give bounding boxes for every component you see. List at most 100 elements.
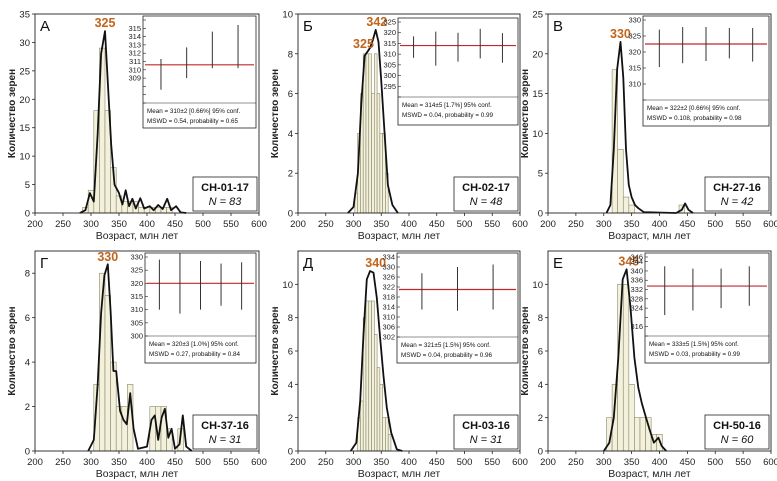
y-tick-label: 5 <box>25 180 30 191</box>
inset-y-tick-label: 310 <box>130 305 143 314</box>
inset-y-tick-label: 316 <box>630 322 643 331</box>
probability-density-curve <box>605 41 694 214</box>
x-tick-label: 200 <box>290 457 306 468</box>
y-axis-title: Количество зерен <box>7 306 18 395</box>
y-tick-label: 0 <box>288 209 293 220</box>
x-tick-label: 350 <box>111 457 127 468</box>
x-tick-label: 550 <box>223 219 239 230</box>
x-tick-label: 200 <box>540 219 556 230</box>
y-tick-label: 35 <box>19 10 30 21</box>
y-tick-label: 6 <box>288 347 293 358</box>
weighted-mean-text: Mean = 322±2 [0.66%] 95% conf. <box>647 105 740 112</box>
y-tick-label: 8 <box>288 49 293 60</box>
histogram-bar <box>360 400 364 452</box>
x-tick-label: 350 <box>624 457 640 468</box>
inset-y-tick-label: 315 <box>128 24 141 33</box>
histogram-bar <box>368 53 372 214</box>
histogram-bar <box>628 384 635 452</box>
x-tick-label: 200 <box>290 219 306 230</box>
sample-id: CH-50-16 <box>713 420 761 432</box>
y-tick-label: 10 <box>532 280 543 291</box>
histogram-bar <box>382 417 386 452</box>
x-tick-label: 450 <box>679 219 695 230</box>
x-tick-label: 300 <box>596 457 612 468</box>
y-tick-label: 15 <box>19 123 30 134</box>
x-tick-label: 400 <box>652 457 668 468</box>
weighted-mean-inset: 310 315 320 325 330 Mean = 322±2 [0.66%] 95% … <box>628 16 770 127</box>
inset-y-tick-label: 309 <box>128 74 141 83</box>
inset-frame <box>644 252 770 364</box>
inset-y-tick-label: 330 <box>382 263 395 272</box>
x-tick-label: 600 <box>763 457 777 468</box>
panel-ch-37-16: 200 250 300 350 400 450 500 550 600 0 2 4 6 8 Возраст,… <box>7 250 267 480</box>
y-tick-label: 8 <box>288 313 293 324</box>
x-tick-label: 250 <box>318 219 334 230</box>
inset-y-tick-label: 313 <box>128 40 141 49</box>
y-tick-label: 10 <box>19 152 30 163</box>
x-tick-label: 450 <box>429 457 445 468</box>
x-tick-label: 600 <box>251 457 267 468</box>
y-axis-title: Количество зерен <box>7 69 18 158</box>
x-tick-label: 250 <box>55 457 71 468</box>
y-tick-label: 25 <box>19 66 30 77</box>
x-tick-label: 400 <box>401 457 417 468</box>
panel-letter: Е <box>553 255 563 272</box>
probability-density-curve <box>87 263 193 452</box>
histogram-bar <box>379 133 383 214</box>
x-tick-label: 600 <box>763 219 777 230</box>
weighted-mean-text: Mean = 321±5 [1.5%] 95% conf. <box>401 342 491 349</box>
x-tick-label: 400 <box>139 219 155 230</box>
y-tick-label: 6 <box>25 313 30 324</box>
inset-y-tick-label: 336 <box>630 276 643 285</box>
panel-ch-02-17: 200 250 300 350 400 450 500 550 600 0 2 4 6 8 10 Возрас… <box>270 10 528 243</box>
weighted-mean-inset: 300 305 310 315 320 325 330 Mean = 320±3 [1.0%]… <box>130 253 257 364</box>
x-tick-label: 350 <box>373 219 389 230</box>
histogram-bar <box>639 417 646 452</box>
x-tick-label: 550 <box>735 457 751 468</box>
x-tick-label: 550 <box>735 219 751 230</box>
x-axis-title: Возраст, млн лет <box>608 230 691 242</box>
y-tick-label: 10 <box>532 129 543 140</box>
x-tick-label: 550 <box>484 457 500 468</box>
x-tick-label: 250 <box>55 219 71 230</box>
grain-count: N = 42 <box>721 196 754 208</box>
inset-y-tick-label: 322 <box>382 283 395 292</box>
inset-y-tick-label: 314 <box>128 32 141 41</box>
weighted-mean-text: Mean = 333±5 [1.5%] 95% conf. <box>649 341 739 348</box>
inset-y-tick-label: 300 <box>130 332 143 341</box>
probability-density-curve <box>603 268 667 452</box>
mswd-text: MSWD = 0.27, probability = 0.84 <box>149 351 240 358</box>
histogram-bar <box>104 295 111 452</box>
panel-letter: А <box>40 18 50 35</box>
panel-ch-50-16: 200 250 300 350 400 450 500 550 600 0 2 4 6 8 10 Возрас… <box>520 250 777 480</box>
y-tick-label: 2 <box>288 169 293 180</box>
x-tick-label: 300 <box>596 219 612 230</box>
x-tick-label: 350 <box>624 219 640 230</box>
panel-letter: Г <box>40 255 48 272</box>
inset-y-tick-label: 340 <box>630 266 643 275</box>
inset-y-tick-label: 306 <box>382 323 395 332</box>
y-tick-label: 25 <box>532 10 543 21</box>
x-tick-label: 500 <box>707 219 723 230</box>
inset-y-tick-label: 302 <box>382 333 395 342</box>
peak-age-label: 325 <box>353 37 374 51</box>
inset-y-tick-label: 330 <box>130 253 143 262</box>
x-tick-label: 600 <box>512 219 528 230</box>
x-tick-label: 550 <box>223 457 239 468</box>
sample-id: CH-01-17 <box>201 182 249 194</box>
y-tick-label: 0 <box>288 447 293 458</box>
y-tick-label: 4 <box>288 380 293 391</box>
histogram-bar <box>374 334 378 452</box>
x-tick-label: 250 <box>568 457 584 468</box>
y-axis-title: Количество зерен <box>270 306 281 395</box>
inset-y-tick-label: 320 <box>628 48 641 57</box>
probability-density-curve <box>347 28 399 214</box>
grain-count: N = 48 <box>470 196 504 208</box>
x-tick-label: 350 <box>111 219 127 230</box>
inset-y-tick-label: 325 <box>383 18 396 27</box>
histogram-bar <box>110 361 117 452</box>
inset-y-tick-label: 295 <box>383 82 396 91</box>
